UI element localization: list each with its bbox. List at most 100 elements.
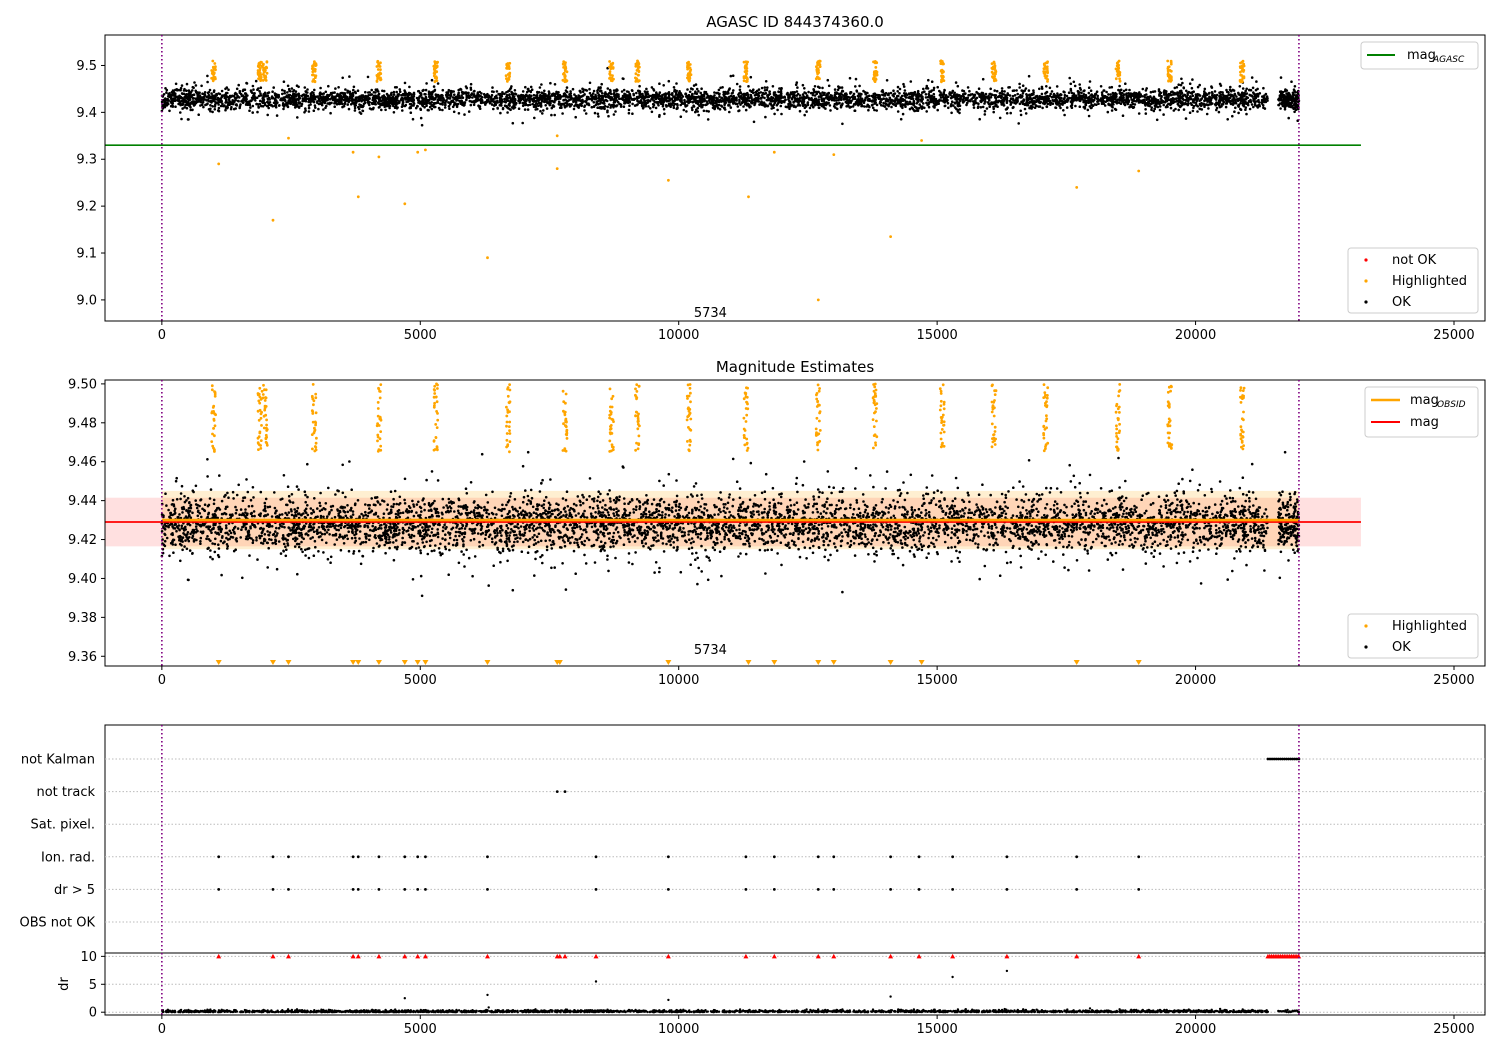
dr-clipped-marker xyxy=(593,953,599,959)
x-tick-label: 20000 xyxy=(1175,328,1216,343)
magnitude-highlighted-legend-marker xyxy=(1364,624,1368,628)
dr-clipped-marker xyxy=(285,953,291,959)
x-tick-label: 15000 xyxy=(916,673,957,688)
x-tick-label: 5000 xyxy=(404,1022,437,1037)
clipped-marker xyxy=(484,660,491,665)
flag-point xyxy=(1285,757,1288,761)
clipped-marker xyxy=(355,660,362,665)
clipped-marker xyxy=(215,660,222,665)
clipped-marker xyxy=(1073,660,1080,665)
clipped-marker xyxy=(887,660,894,665)
dr-clipped-marker xyxy=(888,953,894,959)
dr-clipped-marker xyxy=(815,953,821,959)
y-tick-label: 9.50 xyxy=(68,377,97,392)
magnitude-annotation: 5734 xyxy=(694,643,727,658)
dr-panel: 0 5000 10000 15000 20000 25000 0 5 10 dr xyxy=(57,950,1486,1037)
flag-point xyxy=(287,855,290,859)
y-tick-label: 9.2 xyxy=(76,200,97,215)
dr-clipped-marker xyxy=(355,953,361,959)
dr-clipped-marker xyxy=(350,953,356,959)
dr-points xyxy=(161,969,1301,1014)
dr-clipped-marker xyxy=(216,953,222,959)
clipped-marker xyxy=(414,660,421,665)
flag-point xyxy=(1005,888,1009,891)
y-tick-label: 9.46 xyxy=(68,455,97,470)
flag-point xyxy=(1278,757,1282,761)
clipped-marker xyxy=(422,660,429,665)
x-tick-label: 20000 xyxy=(1175,1022,1216,1037)
flags-points xyxy=(217,757,1301,891)
flag-point xyxy=(1266,757,1270,761)
flag-point xyxy=(403,855,407,859)
flag-label: not Kalman xyxy=(21,753,95,768)
flag-point xyxy=(486,888,489,891)
flags-panel: not Kalman not track Sat. pixel. Ion. rad. d… xyxy=(20,724,1486,954)
agasc-x-axis: 0 5000 10000 15000 20000 25000 xyxy=(158,321,1475,343)
magnitude-y-axis: 9.36 9.38 9.40 9.42 9.44 9.46 9.48 9.50 xyxy=(68,377,105,665)
y-tick-label: 10 xyxy=(80,950,97,965)
dr-y-axis: 0 5 10 xyxy=(80,950,105,1021)
flag-point xyxy=(594,888,598,891)
flag-point xyxy=(486,855,489,859)
magnitude-x-axis: 0 5000 10000 15000 20000 25000 xyxy=(158,666,1475,688)
highlighted-legend-label: Highlighted xyxy=(1392,274,1467,289)
y-tick-label: 9.5 xyxy=(76,59,97,74)
flag-label: OBS not OK xyxy=(20,916,96,931)
y-tick-label: 0 xyxy=(89,1006,97,1021)
clipped-marker xyxy=(815,660,822,665)
clipped-marker xyxy=(1135,660,1142,665)
flag-point xyxy=(416,855,420,859)
dr-clipped-marker xyxy=(270,953,276,959)
flag-point xyxy=(744,888,748,891)
flag-point xyxy=(1137,888,1141,891)
dr-clipped-marker xyxy=(771,953,777,959)
flag-point xyxy=(1291,757,1295,761)
mag-obsid-legend-label: mag xyxy=(1410,393,1439,408)
agasc-y-axis: 9.0 9.1 9.2 9.3 9.4 9.5 xyxy=(76,59,105,308)
magnitude-highlighted-legend-label: Highlighted xyxy=(1392,619,1467,634)
flag-point xyxy=(816,855,820,859)
x-tick-label: 0 xyxy=(158,1022,166,1037)
flag-point xyxy=(1137,855,1141,859)
flag-point xyxy=(1283,757,1286,761)
flag-point xyxy=(271,855,275,859)
ok-points xyxy=(160,450,1301,598)
flag-point xyxy=(377,855,381,859)
flag-point xyxy=(1270,757,1274,761)
x-tick-label: 25000 xyxy=(1433,328,1474,343)
not-ok-legend-label: not OK xyxy=(1392,253,1437,268)
flag-label: Sat. pixel. xyxy=(31,818,95,833)
ok-points xyxy=(160,66,1301,127)
y-tick-label: 5 xyxy=(89,978,97,993)
flag-label: Ion. rad. xyxy=(41,850,95,865)
clipped-marker xyxy=(401,660,408,665)
flag-label: dr > 5 xyxy=(54,883,95,898)
x-tick-label: 25000 xyxy=(1433,673,1474,688)
dr-clipped-marker xyxy=(831,953,837,959)
flag-point xyxy=(1272,757,1276,761)
agasc-line-legend: mag AGASC xyxy=(1360,41,1479,70)
x-tick-label: 5000 xyxy=(404,328,437,343)
dr-points xyxy=(161,953,1302,1014)
x-tick-label: 10000 xyxy=(658,328,699,343)
flag-point xyxy=(772,855,776,859)
ok-legend-marker xyxy=(1364,300,1368,304)
flag-point xyxy=(356,888,360,891)
agasc-panel: AGASC ID 844374360.0 0 5000 10000 15000 2000… xyxy=(76,13,1486,343)
flag-point xyxy=(1295,757,1299,761)
flag-point xyxy=(563,790,567,793)
x-tick-label: 5000 xyxy=(404,673,437,688)
magnitude-ok-legend-marker xyxy=(1364,645,1368,649)
flag-point xyxy=(1075,888,1079,891)
flags-frame xyxy=(104,724,1486,954)
dr-clipped-marker xyxy=(402,953,408,959)
agasc-marker-legend: not OK Highlighted OK xyxy=(1347,247,1479,314)
clipped-marker xyxy=(556,660,563,665)
flag-point xyxy=(403,888,407,891)
magnitude-panel: Magnitude Estimates 0 5000 10000 15000 20000… xyxy=(68,358,1486,688)
dr-clipped-marker xyxy=(557,953,563,959)
flag-point xyxy=(377,888,381,891)
flag-point xyxy=(1274,757,1278,761)
clipped-marker xyxy=(350,660,357,665)
